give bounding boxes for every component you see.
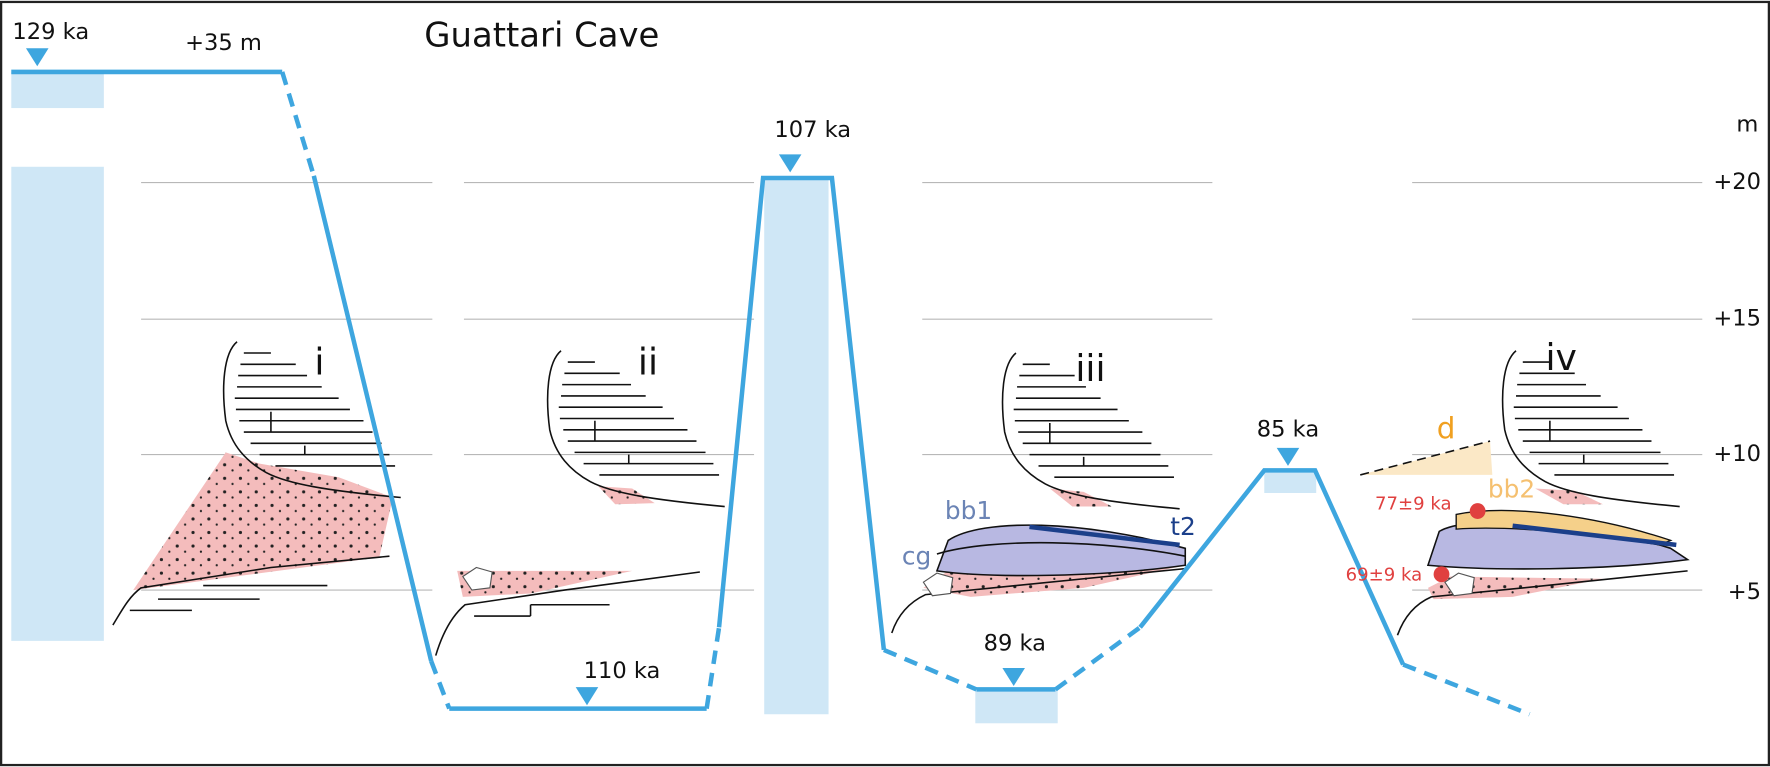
stage-label: iv bbox=[1545, 336, 1576, 379]
unit-label: bb2 bbox=[1488, 475, 1535, 504]
scale-unit: m bbox=[1736, 111, 1758, 137]
age-label: 129 ka bbox=[12, 19, 89, 45]
unit-label: t2 bbox=[1170, 512, 1196, 541]
cave-ii bbox=[434, 349, 726, 656]
sea-level-curve bbox=[11, 69, 1531, 717]
title: Guattari Cave bbox=[424, 15, 659, 54]
date-label: 69±9 ka bbox=[1346, 564, 1423, 585]
water-bands bbox=[11, 71, 1317, 724]
scale-label: +10 bbox=[1713, 441, 1761, 467]
scale-label: +15 bbox=[1713, 306, 1761, 332]
sea-level-markers bbox=[25, 48, 1300, 706]
age-label: 85 ka bbox=[1257, 416, 1319, 442]
stage-label: ii bbox=[638, 340, 658, 383]
unit-label: bb1 bbox=[945, 496, 992, 525]
age-label: 107 ka bbox=[774, 117, 851, 143]
age-label: 110 ka bbox=[584, 658, 661, 684]
cave-iv bbox=[1360, 349, 1690, 636]
cave-iii bbox=[891, 352, 1187, 634]
age-label: 89 ka bbox=[984, 631, 1046, 657]
scale-label: +5 bbox=[1728, 579, 1761, 605]
stage-label: i bbox=[314, 340, 324, 383]
unit-label: d bbox=[1437, 411, 1456, 445]
cave-i bbox=[112, 340, 402, 626]
stage-label: iii bbox=[1075, 347, 1105, 390]
unit-label: cg bbox=[902, 541, 931, 570]
scale-label: +20 bbox=[1713, 169, 1761, 195]
height-label: +35 m bbox=[185, 30, 262, 56]
date-label: 77±9 ka bbox=[1375, 493, 1452, 514]
